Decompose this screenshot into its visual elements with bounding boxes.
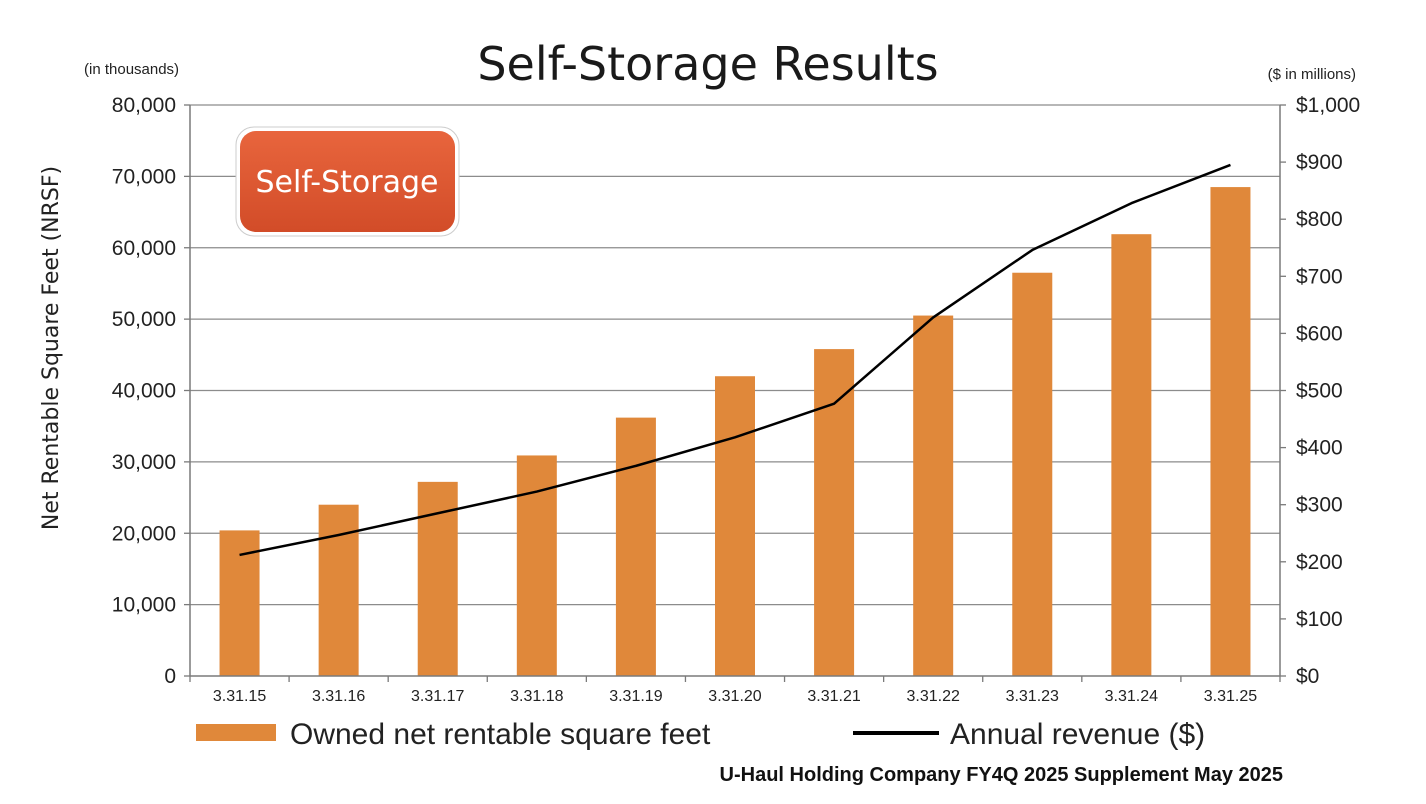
- x-tick-label: 3.31.17: [411, 688, 464, 705]
- chart-title: Self-Storage Results: [477, 37, 938, 91]
- line-series: [239, 163, 1231, 557]
- bar-3.31.21: [814, 349, 855, 676]
- x-tick-label: 3.31.20: [708, 688, 761, 705]
- footer-note: U-Haul Holding Company FY4Q 2025 Supplem…: [720, 764, 1283, 786]
- right-tick-label: $1,000: [1296, 94, 1360, 117]
- legend-bar-label: Owned net rentable square feet: [290, 718, 711, 751]
- legend-bar-swatch: [196, 724, 276, 741]
- x-tick-label: 3.31.18: [510, 688, 563, 705]
- axes: [184, 104, 1286, 682]
- right-tick-label: $800: [1296, 208, 1343, 231]
- right-tick-label: $500: [1296, 380, 1343, 403]
- bar-3.31.23: [1012, 272, 1053, 676]
- left-tick-label: 50,000: [112, 308, 176, 331]
- x-tick-label: 3.31.25: [1204, 688, 1257, 705]
- y-axis-label: Net Rentable Square Feet (NRSF): [39, 166, 64, 530]
- left-tick-label: 30,000: [112, 451, 176, 474]
- x-tick-label: 3.31.16: [312, 688, 365, 705]
- left-tick-label: 70,000: [112, 165, 176, 188]
- right-tick-label: $600: [1296, 322, 1343, 345]
- left-tick-label: 80,000: [112, 94, 176, 117]
- left-axis-unit: (in thousands): [84, 61, 179, 78]
- legend-line-label: Annual revenue ($): [950, 718, 1205, 751]
- right-tick-label: $300: [1296, 494, 1343, 517]
- left-tick-label: 20,000: [112, 522, 176, 545]
- left-tick-label: 40,000: [112, 380, 176, 403]
- revenue-line: [239, 163, 1231, 557]
- bar-3.31.20: [715, 376, 755, 676]
- bar-3.31.16: [318, 504, 359, 676]
- x-tick-label: 3.31.15: [213, 688, 266, 705]
- x-tick-label: 3.31.24: [1105, 688, 1158, 705]
- left-axis-ticks: 0 10,000 20,000 30,000 40,000 50,000 60,000 70,…: [112, 94, 176, 688]
- right-axis-ticks: $0 $100 $200 $300 $400 $500 $600 $700 $800 $900 $1…: [1296, 94, 1360, 688]
- right-tick-label: $700: [1296, 265, 1343, 288]
- x-tick-label: 3.31.19: [609, 688, 662, 705]
- self-storage-badge: Self-Storage: [235, 126, 460, 237]
- legend: Owned net rentable square feet Annual re…: [196, 718, 1205, 751]
- bar-3.31.24: [1111, 234, 1152, 676]
- right-tick-label: $900: [1296, 151, 1343, 174]
- right-tick-label: $0: [1296, 665, 1319, 688]
- x-tick-label: 3.31.21: [807, 688, 860, 705]
- badge-label: Self-Storage: [256, 165, 439, 200]
- bar-3.31.25: [1210, 187, 1251, 677]
- bar-series: [219, 187, 1251, 677]
- bar-3.31.19: [615, 417, 656, 676]
- right-tick-label: $200: [1296, 551, 1343, 574]
- x-axis-ticks: 3.31.15 3.31.16 3.31.17 3.31.18 3.31.19 3.31.…: [213, 688, 1257, 705]
- x-tick-label: 3.31.22: [906, 688, 959, 705]
- bar-3.31.22: [913, 315, 954, 676]
- x-tick-label: 3.31.23: [1006, 688, 1059, 705]
- left-tick-label: 10,000: [112, 594, 176, 617]
- right-tick-label: $400: [1296, 437, 1343, 460]
- right-axis-unit: ($ in millions): [1268, 66, 1356, 83]
- left-tick-label: 60,000: [112, 237, 176, 260]
- left-tick-label: 0: [164, 665, 176, 688]
- right-tick-label: $100: [1296, 608, 1343, 631]
